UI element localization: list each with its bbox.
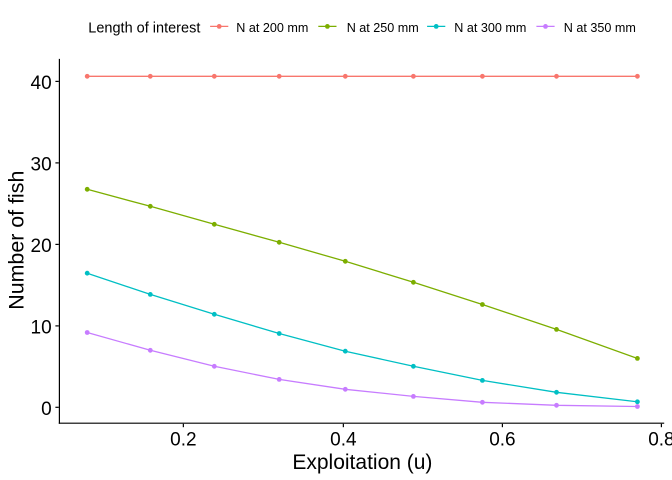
svg-text:N at 300 mm: N at 300 mm [454, 21, 526, 35]
svg-text:N at 350 mm: N at 350 mm [564, 21, 636, 35]
svg-text:0: 0 [41, 399, 52, 420]
svg-text:Number of fish: Number of fish [5, 171, 29, 310]
svg-text:0.2: 0.2 [170, 429, 196, 450]
svg-text:Length of interest: Length of interest [88, 21, 200, 37]
svg-text:40: 40 [31, 73, 52, 94]
svg-text:N at 250 mm: N at 250 mm [347, 21, 419, 35]
svg-text:N at 200 mm: N at 200 mm [236, 21, 308, 35]
svg-text:Exploitation (u): Exploitation (u) [292, 451, 432, 474]
svg-text:20: 20 [31, 236, 52, 257]
svg-text:30: 30 [31, 155, 52, 176]
svg-text:0.8: 0.8 [648, 429, 672, 450]
svg-text:10: 10 [31, 318, 52, 339]
svg-text:0.6: 0.6 [489, 429, 515, 450]
svg-text:0.4: 0.4 [330, 429, 357, 450]
